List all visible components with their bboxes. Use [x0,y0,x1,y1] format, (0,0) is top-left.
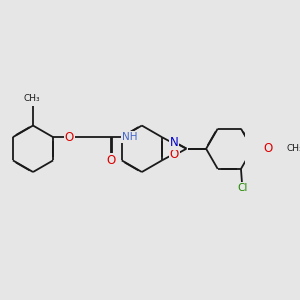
Text: Cl: Cl [237,183,247,193]
Text: CH₃: CH₃ [286,144,300,153]
Text: O: O [106,154,116,167]
Text: N: N [170,136,178,149]
Text: O: O [169,148,179,161]
Text: NH: NH [122,132,138,142]
Text: CH₃: CH₃ [23,94,40,103]
Text: O: O [263,142,272,155]
Text: O: O [65,131,74,144]
